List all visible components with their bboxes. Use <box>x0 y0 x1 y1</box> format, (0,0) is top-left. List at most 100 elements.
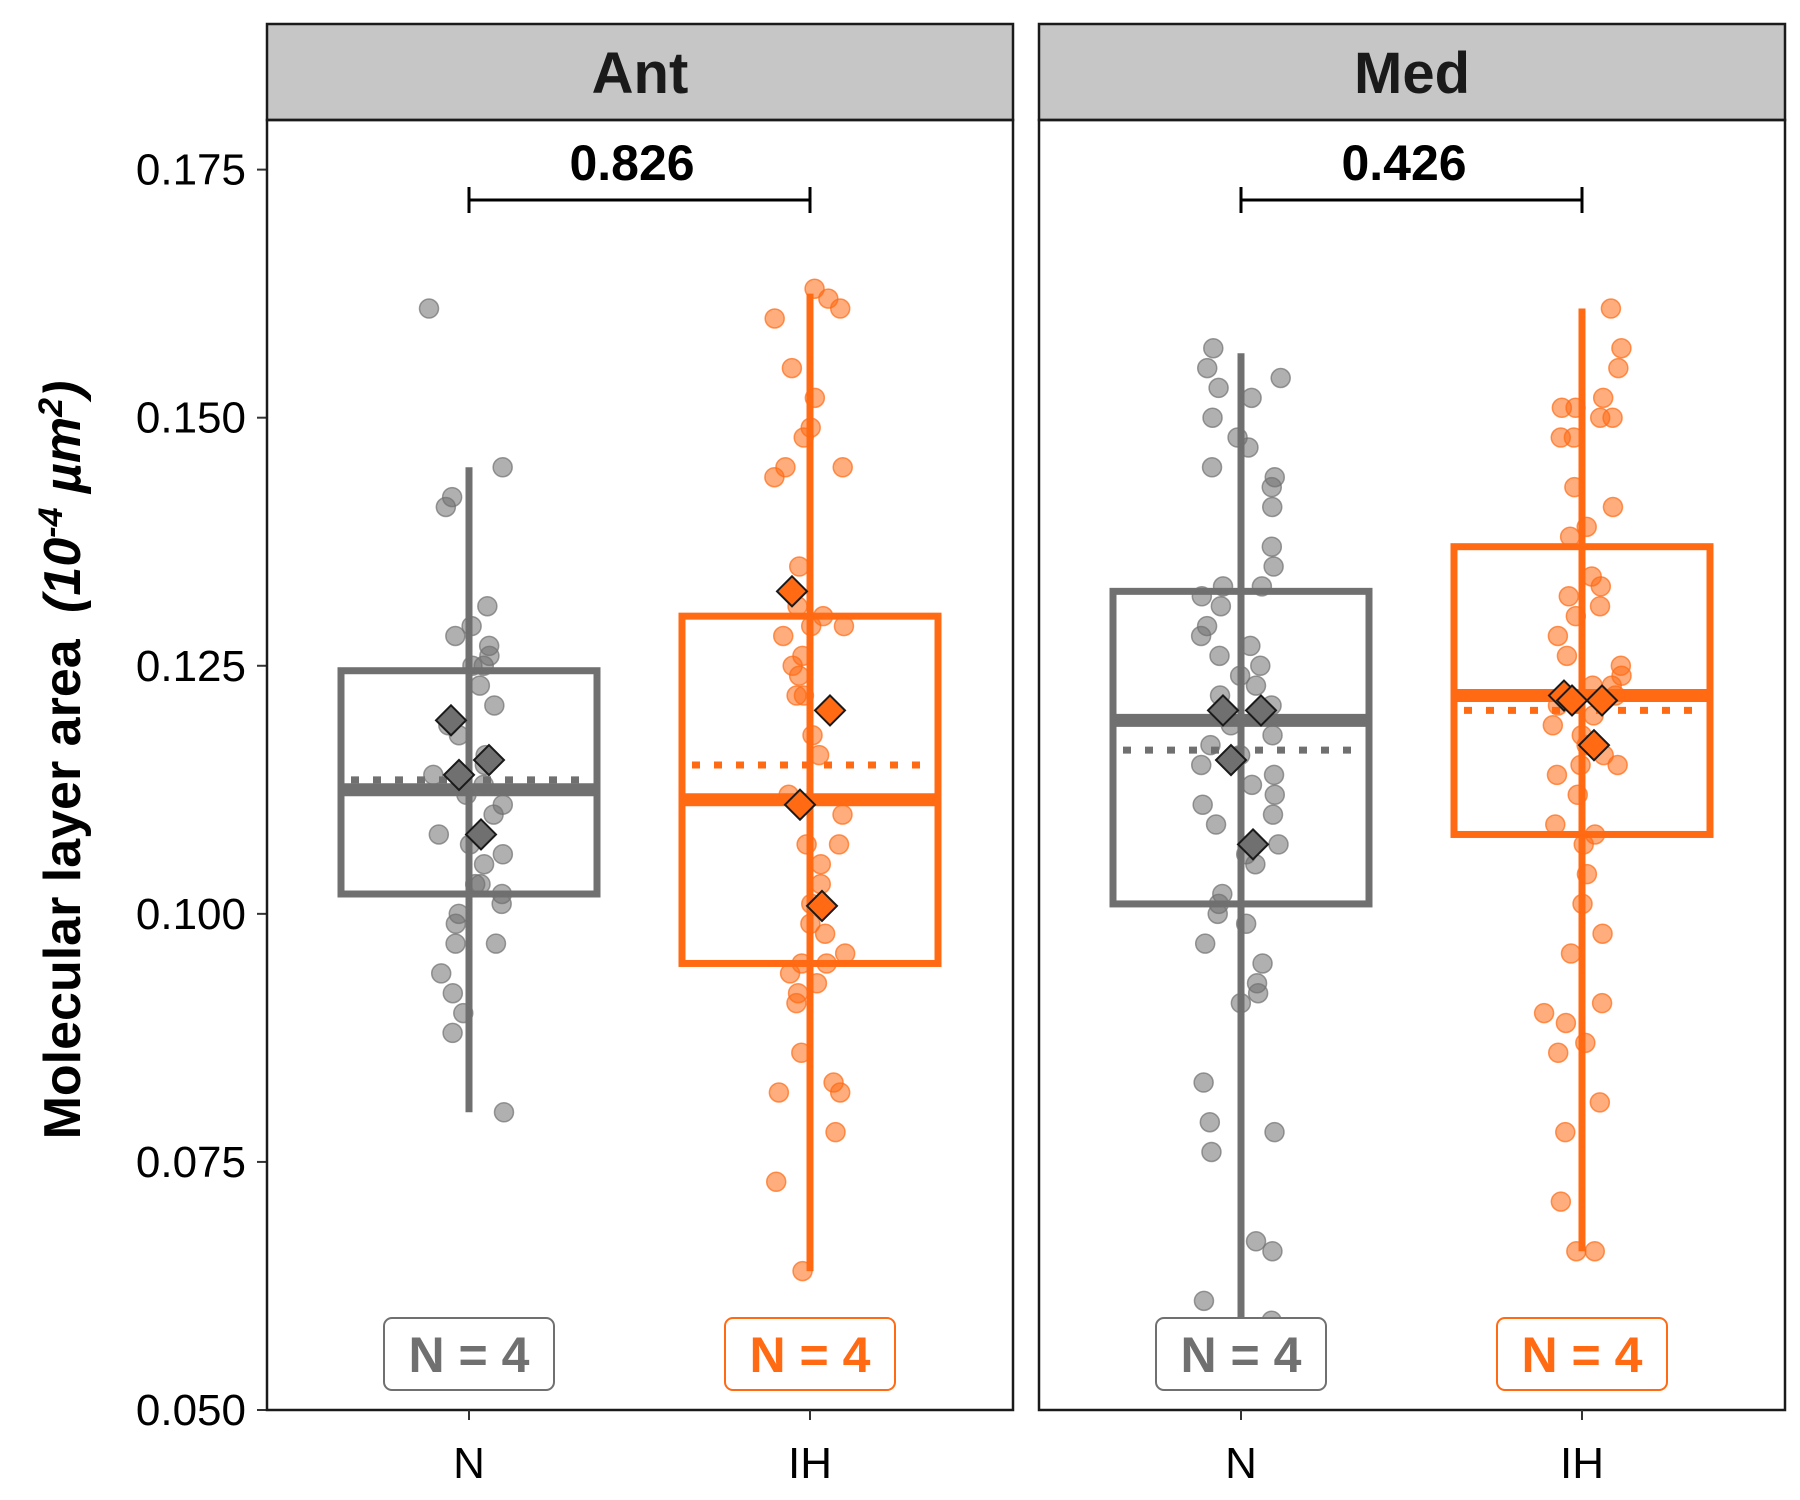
data-point <box>1193 1072 1214 1093</box>
data-point <box>772 625 794 647</box>
data-point <box>1210 595 1232 617</box>
data-point <box>418 298 440 319</box>
data-point <box>1608 357 1629 379</box>
data-point <box>814 923 836 944</box>
data-point <box>804 387 826 409</box>
data-point <box>473 853 495 875</box>
animal-mean-diamond <box>813 694 847 727</box>
data-point <box>791 1042 812 1064</box>
panels: Ant N = 4 N N = 4 IH 0.826 Med N = 4 N N = 4 IH 0.4… <box>265 22 1787 1488</box>
y-tick-label: 0.175 <box>136 146 246 195</box>
data-point <box>1607 754 1628 776</box>
data-point <box>1560 943 1582 964</box>
data-point <box>779 963 801 984</box>
data-point <box>1194 933 1216 954</box>
data-point <box>477 595 498 617</box>
animal-mean-diamond <box>805 889 839 923</box>
n-label-box <box>1496 1317 1668 1391</box>
animal-mean-diamond <box>1206 694 1240 727</box>
data-point <box>764 466 785 488</box>
y-tick-label: 0.075 <box>136 1138 246 1187</box>
animal-mean-diamond <box>1577 728 1611 762</box>
data-point <box>1191 586 1213 607</box>
data-point <box>456 784 477 806</box>
data-point <box>1550 1191 1572 1212</box>
data-point <box>1584 1240 1606 1262</box>
animal-mean-diamond <box>775 574 809 608</box>
y-axis-label: Molecular layer area (10-4 µm2) <box>32 381 92 1140</box>
data-point <box>806 973 828 994</box>
data-point <box>1264 1121 1285 1143</box>
n-label: N = 4 <box>409 1327 530 1383</box>
data-point <box>492 844 514 865</box>
panel-ant: Ant N = 4 N N = 4 IH 0.826 <box>265 22 1015 1488</box>
data-point <box>1251 576 1273 597</box>
data-point <box>1241 774 1263 796</box>
data-point <box>423 764 444 786</box>
data-point <box>1602 407 1623 428</box>
data-point <box>1262 804 1284 825</box>
data-point <box>1268 834 1289 855</box>
animal-mean-diamond <box>783 788 817 822</box>
box-iqr <box>1109 587 1373 908</box>
data-point <box>1558 586 1580 607</box>
data-point <box>808 744 830 766</box>
data-point <box>1192 794 1213 815</box>
animal-mean-diamond <box>1555 684 1589 717</box>
data-point <box>1200 734 1221 756</box>
data-point <box>1542 715 1564 736</box>
data-point <box>1551 397 1573 419</box>
n-label: N = 4 <box>1522 1327 1643 1383</box>
data-point <box>1241 387 1262 409</box>
n-label: N = 4 <box>750 1327 871 1383</box>
box-ih: N = 4 <box>1450 298 1714 1391</box>
data-point <box>430 963 452 984</box>
x-tick-label: IH <box>1560 1439 1604 1488</box>
data-point <box>764 308 785 329</box>
data-point <box>796 834 817 855</box>
n-label: N = 4 <box>1181 1327 1302 1383</box>
data-point <box>1262 724 1283 746</box>
panel-border <box>1037 118 1787 1412</box>
data-point <box>1196 357 1218 379</box>
data-point <box>1575 1032 1596 1054</box>
data-point <box>1193 1290 1215 1312</box>
panel-strip <box>1037 22 1787 122</box>
data-point <box>1545 814 1566 835</box>
p-value-label: 0.426 <box>1341 135 1466 191</box>
data-point <box>492 457 513 478</box>
data-point <box>1555 1012 1577 1034</box>
data-point <box>483 804 504 825</box>
data-point <box>442 982 464 1004</box>
data-point <box>816 953 837 974</box>
data-point <box>1592 923 1613 944</box>
animal-mean-diamond <box>464 818 498 851</box>
n-label-box <box>383 1317 555 1391</box>
data-point <box>829 1082 851 1103</box>
data-point <box>786 685 807 706</box>
data-point <box>1250 655 1271 677</box>
n-label-box <box>724 1317 896 1391</box>
data-point <box>1611 337 1632 359</box>
data-point <box>1567 784 1588 806</box>
animal-mean-diamond <box>1214 743 1248 777</box>
data-point <box>810 873 831 895</box>
y-axis-label-unit-open: (10 <box>34 538 92 613</box>
y-axis-label-unit-exp1: -4 <box>32 507 70 537</box>
data-point <box>781 357 803 379</box>
data-point <box>1576 863 1598 885</box>
data-point <box>802 724 823 746</box>
data-point <box>828 834 850 855</box>
data-point <box>1556 645 1578 667</box>
data-point <box>1559 526 1581 548</box>
svg-text:Molecular layer area (10: Molecular layer area (10-4 µm2) <box>32 381 92 1140</box>
data-point <box>1261 496 1283 518</box>
data-point <box>788 665 810 686</box>
data-point <box>1203 337 1224 359</box>
data-point <box>485 933 507 954</box>
data-point <box>1570 754 1591 776</box>
data-point <box>461 615 482 637</box>
data-point <box>1550 427 1572 448</box>
animal-mean-diamond <box>472 743 506 777</box>
data-point <box>1589 1092 1611 1113</box>
